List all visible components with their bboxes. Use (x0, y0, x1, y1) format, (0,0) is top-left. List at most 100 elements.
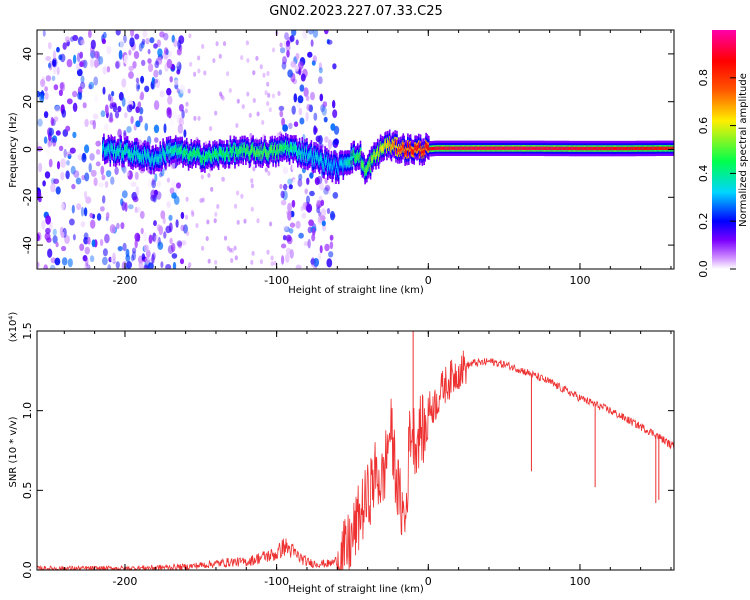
ridge-mark (107, 144, 110, 150)
ridge-mark (454, 146, 456, 150)
ridge-mark (125, 146, 127, 153)
ridge-mark (481, 146, 484, 150)
noise-blob (226, 71, 230, 77)
noise-blob (89, 255, 95, 263)
ridge-mark (503, 146, 506, 150)
noise-blob (250, 178, 254, 184)
ridge-mark (536, 146, 538, 150)
noise-blob (312, 55, 317, 63)
noise-blob (329, 241, 334, 250)
ridge-mark (230, 149, 233, 155)
ridge-mark (113, 151, 115, 158)
noise-blob (207, 172, 211, 178)
ridge-mark (234, 153, 236, 160)
noise-blob (63, 148, 67, 158)
ridge-mark (652, 146, 655, 150)
ridge-mark (280, 142, 283, 149)
noise-blob (88, 81, 95, 90)
noise-blob (129, 37, 135, 48)
noise-blob (280, 190, 285, 199)
noise-blob (70, 165, 76, 175)
ridge-mark (196, 148, 199, 154)
noise-blob (332, 192, 338, 199)
ridge-mark (316, 154, 318, 161)
ridge-mark (324, 155, 326, 161)
ridge-mark (608, 146, 610, 151)
snr-ytick-label: 1.0 (21, 402, 34, 420)
ridge-mark (630, 146, 632, 151)
ridge-mark (339, 159, 342, 165)
noise-blob (163, 123, 167, 134)
noise-blob (177, 39, 182, 50)
ridge-mark (501, 146, 504, 150)
ridge-mark (606, 146, 608, 151)
ridge-mark (601, 146, 604, 151)
ridge-mark (226, 149, 228, 155)
noise-blob (240, 55, 244, 61)
ridge-mark (310, 149, 313, 155)
ridge-mark (578, 146, 580, 151)
noise-blob (289, 249, 294, 259)
ridge-mark (609, 146, 611, 151)
noise-blob (115, 30, 121, 36)
noise-blob (59, 82, 64, 90)
noise-blob (66, 98, 73, 105)
noise-blob (52, 235, 58, 244)
ridge-mark (531, 146, 534, 150)
ridge-mark (442, 146, 445, 150)
noise-blob (45, 147, 51, 156)
noise-blob (303, 241, 309, 247)
ridge-mark (573, 146, 576, 151)
ridge-mark (502, 146, 505, 150)
noise-blob (301, 212, 307, 219)
spectrogram-xtick-label: -100 (264, 274, 289, 287)
noise-blob (144, 122, 149, 132)
ridge-mark (308, 153, 311, 159)
ridge-mark (595, 146, 597, 151)
noise-blob (321, 106, 327, 116)
ridge-mark (221, 149, 223, 156)
noise-blob (84, 246, 91, 255)
ridge-mark (618, 146, 620, 151)
noise-blob (303, 87, 309, 98)
noise-blob (153, 124, 160, 134)
noise-blob (126, 170, 130, 177)
ridge-mark (643, 146, 646, 151)
noise-blob (52, 137, 57, 147)
noise-blob (235, 123, 239, 128)
ridge-mark (436, 146, 438, 150)
ridge-mark (637, 146, 639, 151)
noise-blob (117, 105, 122, 113)
noise-blob (250, 206, 254, 212)
noise-blob (60, 171, 65, 181)
ridge-mark (171, 148, 173, 154)
ridge-mark (288, 150, 291, 156)
noise-blob (101, 38, 106, 44)
ridge-mark (519, 146, 522, 150)
ridge-mark (364, 169, 366, 176)
ridge-mark (350, 152, 353, 158)
noise-blob (117, 246, 123, 252)
ridge-mark (216, 150, 218, 157)
noise-blob (71, 204, 75, 214)
ridge-mark (209, 153, 212, 159)
ridge-mark (602, 146, 605, 151)
ridge-mark (388, 142, 390, 149)
noise-blob (45, 215, 51, 225)
ridge-mark (376, 151, 378, 157)
ridge-mark (445, 146, 447, 150)
ridge-mark (530, 146, 533, 150)
noise-blob (169, 237, 173, 244)
noise-blob (42, 180, 46, 187)
ridge-mark (600, 146, 603, 151)
ridge-mark (309, 151, 312, 158)
ridge-mark (337, 166, 339, 173)
noise-blob (43, 136, 48, 144)
ridge-mark (594, 146, 597, 151)
noise-blob (193, 71, 197, 77)
noise-blob (76, 68, 83, 77)
noise-blob (95, 140, 101, 147)
ridge-mark (128, 149, 131, 156)
noise-blob (306, 203, 313, 213)
